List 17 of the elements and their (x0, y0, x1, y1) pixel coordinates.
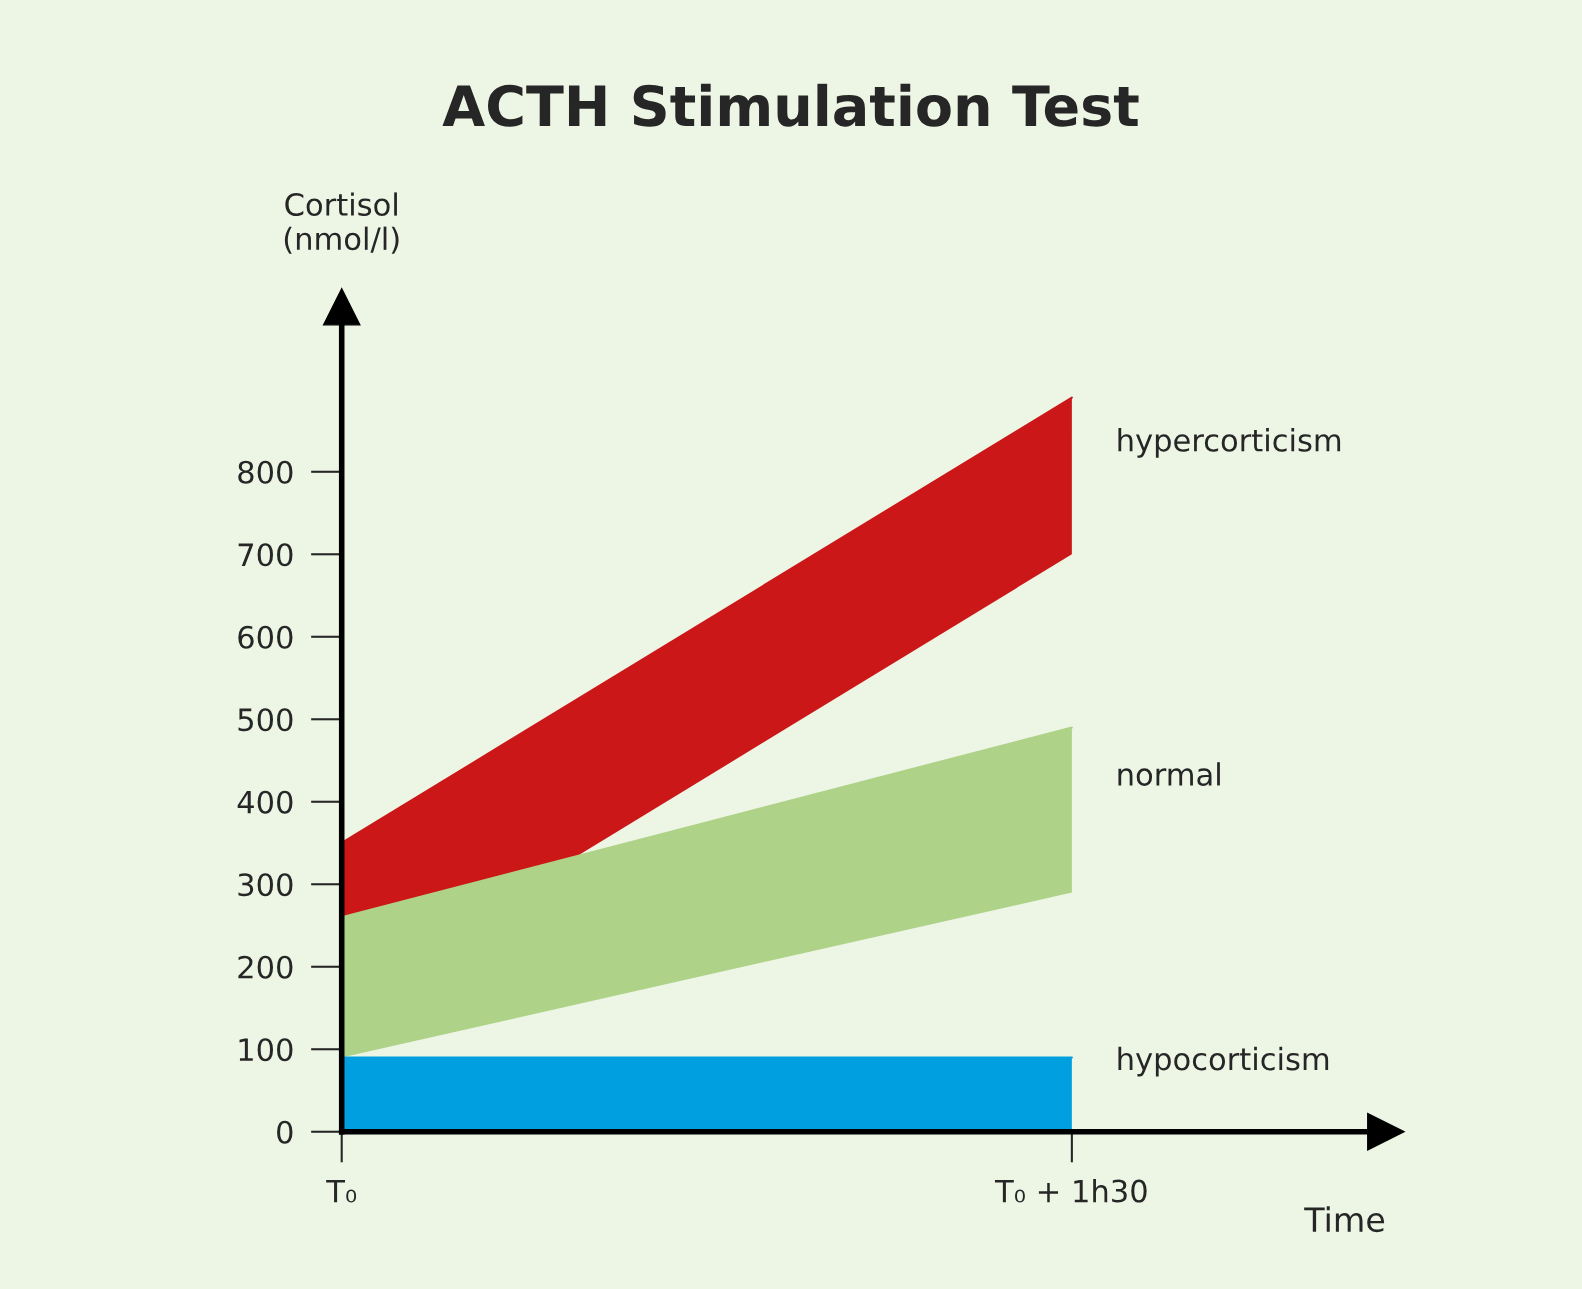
y-tick-label: 700 (238, 543, 293, 567)
y-tick-label: 200 (238, 955, 293, 979)
x-tick-label: T₀ + 1h30 (994, 1178, 1147, 1203)
y-tick-label: 600 (238, 625, 293, 649)
series-label: normal (1118, 762, 1220, 786)
y-tick-label: 500 (238, 708, 293, 732)
series-label: hypercorticism (1118, 428, 1341, 458)
series-label: hypocorticism (1118, 1046, 1329, 1077)
y-tick-label: 100 (239, 1038, 293, 1062)
y-tick-label: 0 (277, 1120, 293, 1144)
y-axis-title: Cortisol (nmol/l) (284, 192, 399, 254)
x-tick-label: T₀ (326, 1179, 357, 1203)
x-axis-title: Time (1304, 1206, 1385, 1233)
chart-title: ACTH Stimulation Test (442, 83, 1139, 127)
y-tick-label: 300 (238, 873, 293, 897)
y-tick-label: 400 (237, 790, 293, 814)
y-tick-label: 800 (238, 460, 293, 484)
